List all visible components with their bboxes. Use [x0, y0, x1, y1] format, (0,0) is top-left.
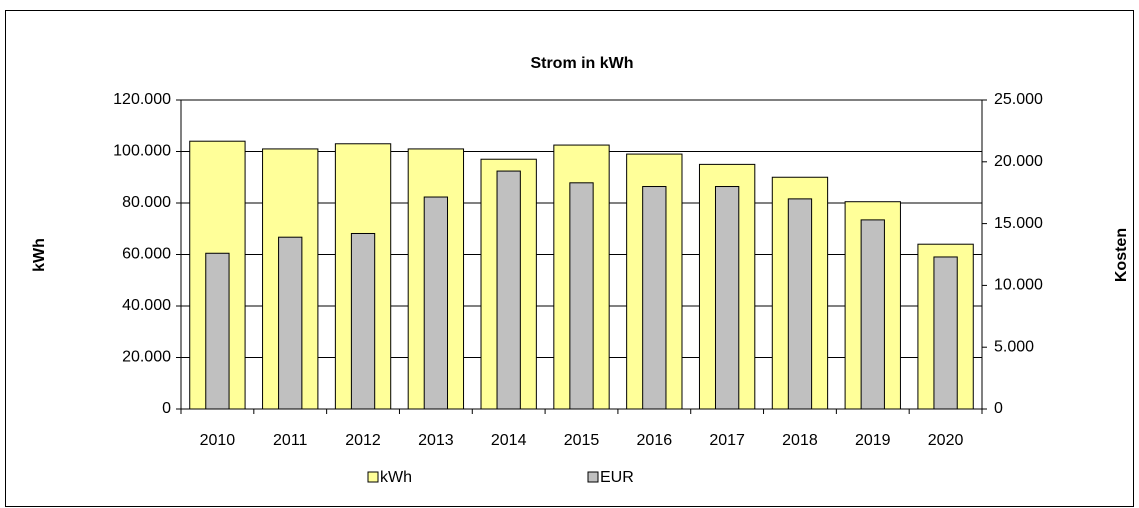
- x-tick-label: 2016: [637, 432, 673, 449]
- x-tick-label: 2015: [564, 432, 600, 449]
- legend-label: EUR: [600, 469, 634, 486]
- y2-axis-label: Kosten: [1113, 228, 1130, 282]
- bar: [350, 232, 376, 410]
- chart-title: Strom in kWh: [530, 55, 633, 72]
- bar: [787, 198, 813, 410]
- legend-swatch: [587, 471, 599, 483]
- bar: [860, 219, 885, 410]
- x-tick-label: 2012: [345, 432, 381, 449]
- bar: [496, 170, 521, 410]
- x-tick-label: 2017: [709, 432, 745, 449]
- y-tick-label: 120.000: [113, 91, 171, 108]
- x-tick-label: 2020: [928, 432, 964, 449]
- legend-swatch: [367, 471, 379, 483]
- y2-tick-label: 5.000: [994, 338, 1034, 355]
- y-tick-label: 60.000: [122, 246, 171, 263]
- y-tick-label: 40.000: [122, 297, 171, 314]
- bar: [205, 252, 230, 410]
- bar: [933, 256, 958, 410]
- x-tick-label: 2011: [273, 432, 308, 449]
- x-tick-label: 2010: [200, 432, 236, 449]
- bar: [714, 186, 740, 410]
- x-tick-label: 2019: [855, 432, 891, 449]
- bar: [569, 182, 594, 410]
- bar: [278, 236, 303, 410]
- y-tick-label: 80.000: [122, 194, 171, 211]
- legend-label: kWh: [380, 469, 412, 486]
- y2-tick-label: 15.000: [994, 215, 1043, 232]
- y2-tick-label: 20.000: [994, 153, 1043, 170]
- y-tick-label: 100.000: [113, 143, 171, 160]
- x-tick-label: 2014: [491, 432, 527, 449]
- y2-tick-label: 10.000: [994, 277, 1043, 294]
- x-tick-label: 2013: [418, 432, 454, 449]
- y2-tick-label: 0: [994, 400, 1003, 417]
- y-tick-label: 20.000: [122, 349, 171, 366]
- bar: [642, 186, 667, 410]
- bar: [423, 196, 449, 410]
- y2-tick-label: 25.000: [994, 91, 1043, 108]
- y-tick-label: 0: [162, 400, 171, 417]
- x-tick-label: 2018: [782, 432, 818, 449]
- y-axis-label: kWh: [31, 238, 48, 272]
